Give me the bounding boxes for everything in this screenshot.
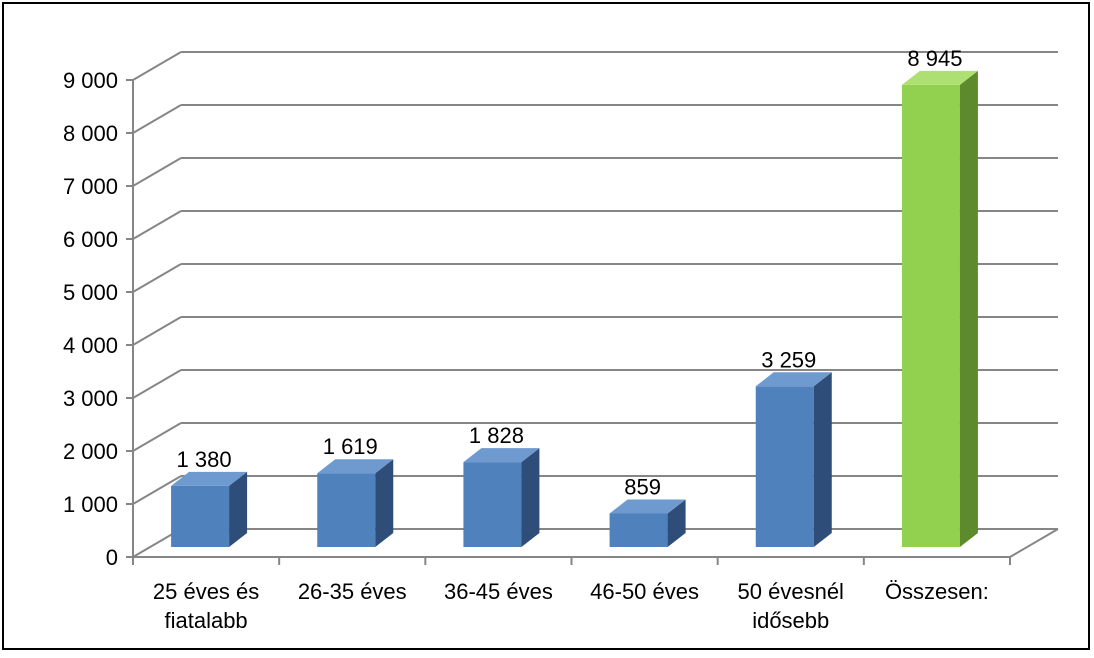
gridline-diagonal — [132, 210, 182, 240]
data-label: 1 619 — [323, 434, 378, 459]
bar — [463, 462, 522, 547]
y-tick-label: 5 000 — [63, 280, 118, 305]
data-label: 1 380 — [177, 447, 232, 472]
axes — [126, 79, 1059, 565]
bar-top — [901, 70, 978, 85]
y-tick-label: 6 000 — [63, 227, 118, 252]
y-tick-label: 9 000 — [63, 68, 118, 93]
y-tick-label: 1 000 — [63, 492, 118, 517]
bar — [901, 84, 960, 547]
x-tick-label: 26-35 éves — [298, 579, 407, 604]
gridline-diagonal — [132, 422, 182, 452]
bar-side — [229, 471, 248, 547]
bar — [317, 473, 376, 547]
floor-edge — [1009, 528, 1059, 558]
gridline-diagonal — [132, 475, 182, 505]
y-tick-label: 3 000 — [63, 386, 118, 411]
gridline-diagonal — [132, 369, 182, 399]
gridline-diagonal — [132, 263, 182, 293]
bar-top — [317, 459, 394, 474]
x-tick-label: fiatalabb — [164, 608, 247, 633]
x-tick-label: 50 évesnél — [738, 579, 844, 604]
data-label: 8 945 — [907, 46, 962, 71]
bar-side — [813, 372, 832, 547]
x-tick-label: 25 éves és — [153, 579, 259, 604]
gridline-diagonal — [132, 316, 182, 346]
x-tick-label: 36-45 éves — [444, 579, 553, 604]
bar — [609, 513, 668, 547]
x-tick-label: 46-50 éves — [590, 579, 699, 604]
bar-side — [959, 70, 978, 547]
data-label: 859 — [624, 474, 661, 499]
gridline-diagonal — [132, 157, 182, 187]
bar-top — [609, 499, 686, 514]
gridline-diagonal — [132, 51, 182, 81]
x-tick-label: Összesen: — [885, 579, 989, 604]
y-tick-label: 8 000 — [63, 121, 118, 146]
bar-side — [667, 499, 686, 547]
bar-side — [521, 448, 540, 547]
bar-side — [375, 459, 394, 547]
bar — [171, 485, 230, 547]
data-label: 3 259 — [761, 347, 816, 372]
data-label: 1 828 — [469, 423, 524, 448]
bar-top — [463, 448, 540, 463]
y-tick-label: 0 — [106, 545, 118, 570]
bars — [171, 70, 978, 547]
y-tick-label: 7 000 — [63, 174, 118, 199]
x-tick-label: idősebb — [752, 608, 829, 633]
y-tick-label: 2 000 — [63, 439, 118, 464]
bar-top — [755, 372, 832, 387]
bar-top — [171, 471, 248, 486]
labels: 0 1 000 2 000 3 000 4 000 5 000 6 000 7 000 8 00… — [63, 46, 989, 633]
bar — [755, 386, 814, 547]
gridline-diagonal — [132, 104, 182, 134]
y-tick-label: 4 000 — [63, 333, 118, 358]
